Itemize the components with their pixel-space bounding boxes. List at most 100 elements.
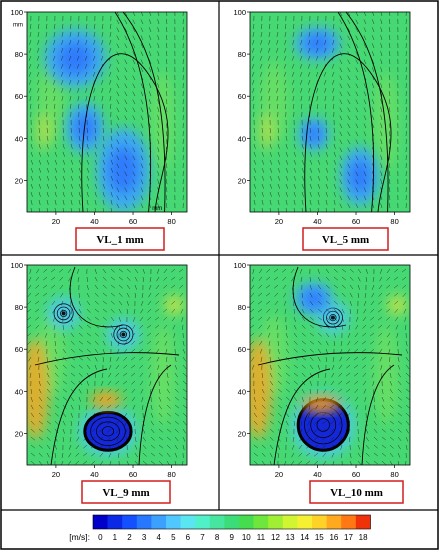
- colorbar-tick-label: 1: [113, 533, 118, 542]
- colorbar-segment: [282, 515, 298, 529]
- streamline: [361, 364, 395, 465]
- streamline: [114, 12, 152, 212]
- vector-arrows: [28, 12, 184, 212]
- y-tick-label: 100: [10, 261, 23, 270]
- high-speed-spot: [387, 295, 408, 315]
- streamlines: [257, 266, 403, 465]
- vortex-center: [61, 311, 66, 316]
- vortex-streamline: [56, 306, 71, 321]
- x-tick-label: 20: [275, 217, 283, 226]
- colorbar-tick-label: 6: [186, 533, 191, 542]
- y-tick-label: 60: [15, 345, 23, 354]
- streamline: [122, 12, 166, 212]
- x-tick-label: 60: [352, 470, 360, 479]
- colorbar-segment: [355, 515, 371, 529]
- y-tick-label: 40: [15, 134, 23, 143]
- y-tick-label: 20: [15, 429, 23, 438]
- field-texture: [151, 72, 175, 172]
- low-speed-core: [303, 289, 325, 308]
- high-speed-spot: [258, 114, 274, 150]
- velocity-field: [27, 265, 187, 465]
- y-tick-label: 20: [15, 176, 23, 185]
- x-tick-label: 40: [313, 217, 321, 226]
- colorbar-segment: [297, 515, 313, 529]
- panel-label: VL_1 mm: [96, 234, 143, 246]
- high-speed-spot: [35, 114, 51, 150]
- panel-3: 20 40 60 80 100 20 40 60 80 VL_9 mm: [10, 261, 188, 504]
- colorbar-segment: [166, 515, 181, 529]
- x-tick-label: 80: [167, 470, 175, 479]
- velocity-field: [250, 12, 410, 212]
- y-tick-label: 60: [15, 92, 23, 101]
- colorbar-segment: [341, 515, 357, 529]
- high-speed-wall: [27, 339, 49, 439]
- x-tick-label: 80: [390, 217, 398, 226]
- colorbar-tick-label: 12: [271, 533, 280, 542]
- high-speed-wall: [250, 339, 272, 439]
- vortex-center: [330, 315, 335, 320]
- panel-label-box: [75, 227, 165, 251]
- colorbar-segment: [136, 515, 152, 529]
- y-tick-label: 100: [10, 8, 23, 17]
- streamlines: [81, 12, 169, 212]
- colorbar-segment: [209, 515, 225, 529]
- x-unit-label: mm: [152, 206, 162, 212]
- y-tick-label: 80: [238, 50, 246, 59]
- panel-4: 20 40 60 80 100 20 40 60 80 VL_10 mm: [233, 261, 411, 504]
- colorbar-tick-label: 18: [359, 533, 368, 542]
- colorbar-tick-label: 2: [127, 533, 132, 542]
- colorbar-tick-label: 14: [300, 533, 309, 542]
- velocity-vectors: [28, 12, 184, 212]
- x-tick-label: 60: [129, 217, 137, 226]
- streamline: [304, 53, 392, 212]
- y-tick-label: 100: [233, 261, 246, 270]
- colorbar-tick-label: 13: [286, 533, 295, 542]
- core-streamline: [310, 412, 337, 438]
- x-tick-label: 80: [390, 470, 398, 479]
- field-texture: [151, 325, 175, 425]
- x-tick-label: 20: [52, 217, 60, 226]
- low-speed-core: [304, 34, 331, 53]
- y-tick-label: 60: [238, 92, 246, 101]
- colorbar-tick-label: 9: [229, 533, 234, 542]
- colorbar-segment: [326, 515, 342, 529]
- core-boundary: [83, 410, 133, 452]
- vector-arrows: [251, 12, 407, 212]
- velocity-field: [27, 12, 187, 212]
- x-tick-label: 40: [313, 470, 321, 479]
- y-tick-label: 80: [15, 303, 23, 312]
- streamline: [50, 368, 108, 465]
- low-speed-core: [108, 146, 139, 194]
- field-texture: [374, 72, 398, 172]
- streamline: [81, 53, 169, 212]
- colorbar-segment: [107, 515, 123, 529]
- low-speed-core: [349, 160, 371, 193]
- streamline: [34, 352, 180, 366]
- core-region: [298, 399, 349, 451]
- panel-2: 20 40 60 80 100 20 40 60 80 VL_5 mm: [233, 8, 411, 251]
- y-tick-label: 60: [238, 345, 246, 354]
- vortex-streamline: [116, 327, 131, 342]
- panel-label: VL_9 mm: [102, 487, 149, 499]
- y-tick-label: 40: [238, 134, 246, 143]
- colorbar-segment: [151, 515, 167, 529]
- colorbar-tick-label: 10: [242, 533, 251, 542]
- plot-border: [249, 264, 411, 466]
- colorbar-tick-label: 5: [171, 533, 176, 542]
- x-tick-label: 20: [52, 470, 60, 479]
- streamline: [273, 368, 331, 465]
- colorbar-segment: [122, 515, 138, 529]
- vortex-center: [121, 332, 126, 337]
- field-texture: [374, 325, 398, 425]
- colorbar-tick-label: 3: [142, 533, 147, 542]
- x-tick-label: 40: [90, 217, 98, 226]
- streamline: [337, 12, 375, 212]
- colorbar-tick-label: 8: [215, 533, 220, 542]
- y-tick-label: 80: [238, 303, 246, 312]
- vortex-streamline: [329, 314, 337, 322]
- streamline: [292, 266, 347, 328]
- colorbar: [m/s]: 0 1 2 3 4 5 6 7 8 9 10 11 12 13 14 15 16 17 18: [69, 514, 371, 542]
- low-speed-core: [58, 42, 93, 75]
- streamline: [69, 266, 124, 328]
